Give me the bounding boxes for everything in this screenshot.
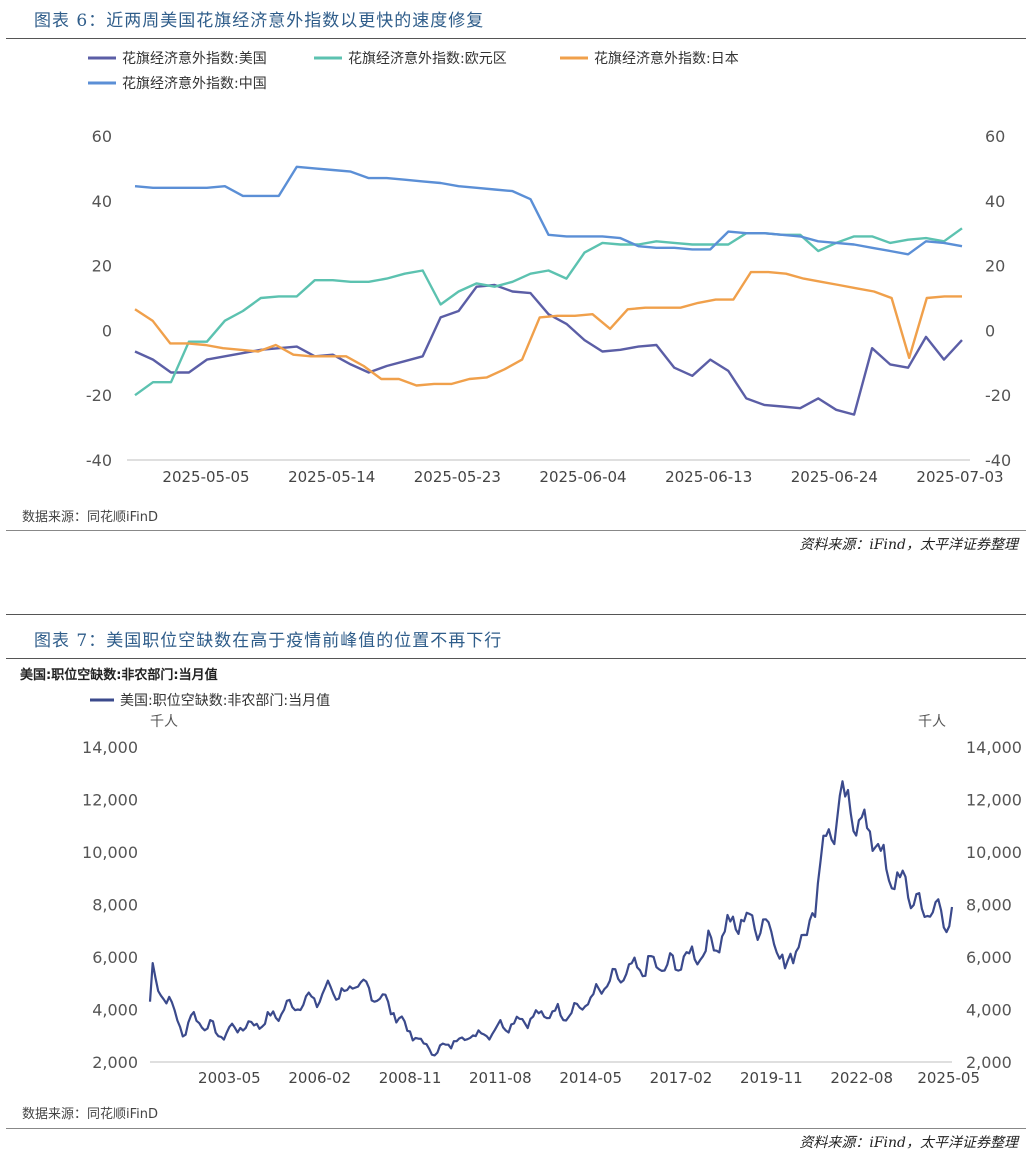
y-tick-label-right: -40: [985, 451, 1011, 470]
y-tick-label-right: 14,000: [966, 738, 1022, 757]
y-tick-label: 20: [92, 257, 112, 276]
y-tick-label-right: 20: [985, 257, 1005, 276]
x-tick-label: 2019-11: [740, 1069, 803, 1087]
y-tick-label-right: 4,000: [966, 1001, 1012, 1020]
x-tick-label: 2017-02: [650, 1069, 713, 1087]
y-tick-label: 6,000: [92, 948, 138, 967]
x-tick-label: 2003-05: [198, 1069, 261, 1087]
y-axis-unit-left: 千人: [150, 714, 178, 730]
figure-6-source-outer: 资料来源：iFind，太平洋证券整理: [799, 537, 1018, 553]
legend: 花旗经济意外指数:美国 花旗经济意外指数:欧元区 花旗经济意外指数:日本花旗经济意外…: [88, 50, 739, 92]
y-tick-label: -20: [86, 386, 112, 405]
y-tick-label: 40: [92, 192, 112, 211]
series-line: [134, 227, 963, 397]
y-axis-right: 60 40 20 0 -20 -40: [985, 127, 1011, 470]
x-tick-label: 2008-11: [379, 1069, 442, 1087]
legend: 美国:职位空缺数:非农部门:当月值: [90, 693, 330, 709]
y-tick-label-right: 0: [985, 321, 995, 340]
y-tick-label-right: 60: [985, 127, 1005, 146]
series-line: [134, 283, 963, 416]
y-tick-label-right: 40: [985, 192, 1005, 211]
x-tick-label: 2025-05-05: [162, 468, 249, 486]
x-tick-label: 2025-05: [917, 1069, 980, 1087]
figure-7-title-rule: [6, 658, 1026, 659]
y-tick-label: 60: [92, 127, 112, 146]
x-tick-label: 2025-05-23: [414, 468, 501, 486]
legend-label: 花旗经济意外指数:日本: [594, 50, 739, 67]
figure-6-top-rule: [6, 38, 1026, 39]
y-tick-label-right: 10,000: [966, 843, 1022, 862]
y-tick-label: 12,000: [82, 791, 138, 810]
y-tick-label-right: 8,000: [966, 896, 1012, 915]
x-axis: 2003-05 2006-02 2008-11 2011-08 2014-05 2017-…: [198, 1069, 980, 1087]
figure-7-source-outer: 资料来源：iFind，太平洋证券整理: [799, 1135, 1018, 1151]
x-tick-label: 2025-06-04: [539, 468, 626, 486]
x-tick-label: 2025-06-13: [665, 468, 752, 486]
y-axis-left: 60 40 20 0 -20 -40: [86, 127, 112, 470]
y-axis-left: 14,000 12,000 10,000 8,000 6,000 4,000 2,000: [82, 738, 138, 1072]
series-group: [134, 165, 963, 416]
y-tick-label: 2,000: [92, 1053, 138, 1072]
series-line: [134, 270, 962, 387]
series-line: [134, 165, 963, 256]
y-tick-label: 0: [102, 321, 112, 340]
series-group: [148, 780, 954, 1057]
y-tick-label-right: 2,000: [966, 1053, 1012, 1072]
y-tick-label: 8,000: [92, 896, 138, 915]
y-tick-label-right: 6,000: [966, 948, 1012, 967]
legend-label: 花旗经济意外指数:中国: [122, 75, 267, 92]
y-tick-label-right: 12,000: [966, 791, 1022, 810]
figure-7-chart: 美国:职位空缺数:非农部门:当月值 千人 千人 14,000 12,000 10,0…: [82, 693, 1022, 1087]
y-tick-label: 4,000: [92, 1001, 138, 1020]
figure-7-chart-subtitle: 美国:职位空缺数:非农部门:当月值: [20, 668, 218, 683]
x-tick-label: 2014-05: [559, 1069, 622, 1087]
x-tick-label: 2025-05-14: [288, 468, 375, 486]
figure-7-title: 图表 7：美国职位空缺数在高于疫情前峰值的位置不再下行: [34, 631, 503, 651]
figure-6-chart: 花旗经济意外指数:美国 花旗经济意外指数:欧元区 花旗经济意外指数:日本花旗经济意外…: [86, 50, 1011, 486]
y-tick-label: 10,000: [82, 843, 138, 862]
figure-6: 图表 6：近两周美国花旗经济意外指数以更快的速度修复 花旗经济意外指数:美国 花旗…: [0, 0, 1032, 560]
figure-6-bottom-rule: [6, 530, 1026, 531]
figure-7-source-inner: 数据来源：同花顺iFinD: [22, 1107, 159, 1122]
y-tick-label: -40: [86, 451, 112, 470]
y-tick-label: 14,000: [82, 738, 138, 757]
figure-7-top-rule: [6, 614, 1026, 615]
x-tick-label: 2025-07-03: [916, 468, 1003, 486]
series-line: [148, 780, 954, 1057]
x-axis: 2025-05-05 2025-05-14 2025-05-23 2025-06-04…: [162, 468, 1003, 486]
figure-6-title: 图表 6：近两周美国花旗经济意外指数以更快的速度修复: [34, 11, 485, 31]
y-axis-right: 14,000 12,000 10,000 8,000 6,000 4,000 2,000: [966, 738, 1022, 1072]
figure-6-source-inner: 数据来源：同花顺iFinD: [22, 510, 159, 525]
legend-label: 花旗经济意外指数:美国: [122, 50, 267, 67]
y-tick-label-right: -20: [985, 386, 1011, 405]
y-axis-unit-right: 千人: [918, 714, 946, 730]
x-tick-label: 2011-08: [469, 1069, 532, 1087]
legend-label: 美国:职位空缺数:非农部门:当月值: [120, 693, 330, 709]
figure-7-bottom-rule: [6, 1128, 1026, 1129]
x-tick-label: 2006-02: [288, 1069, 351, 1087]
legend-label: 花旗经济意外指数:欧元区: [348, 50, 507, 67]
x-tick-label: 2022-08: [830, 1069, 893, 1087]
figure-7: 图表 7：美国职位空缺数在高于疫情前峰值的位置不再下行 美国:职位空缺数:非农部…: [0, 600, 1032, 1156]
x-tick-label: 2025-06-24: [791, 468, 878, 486]
